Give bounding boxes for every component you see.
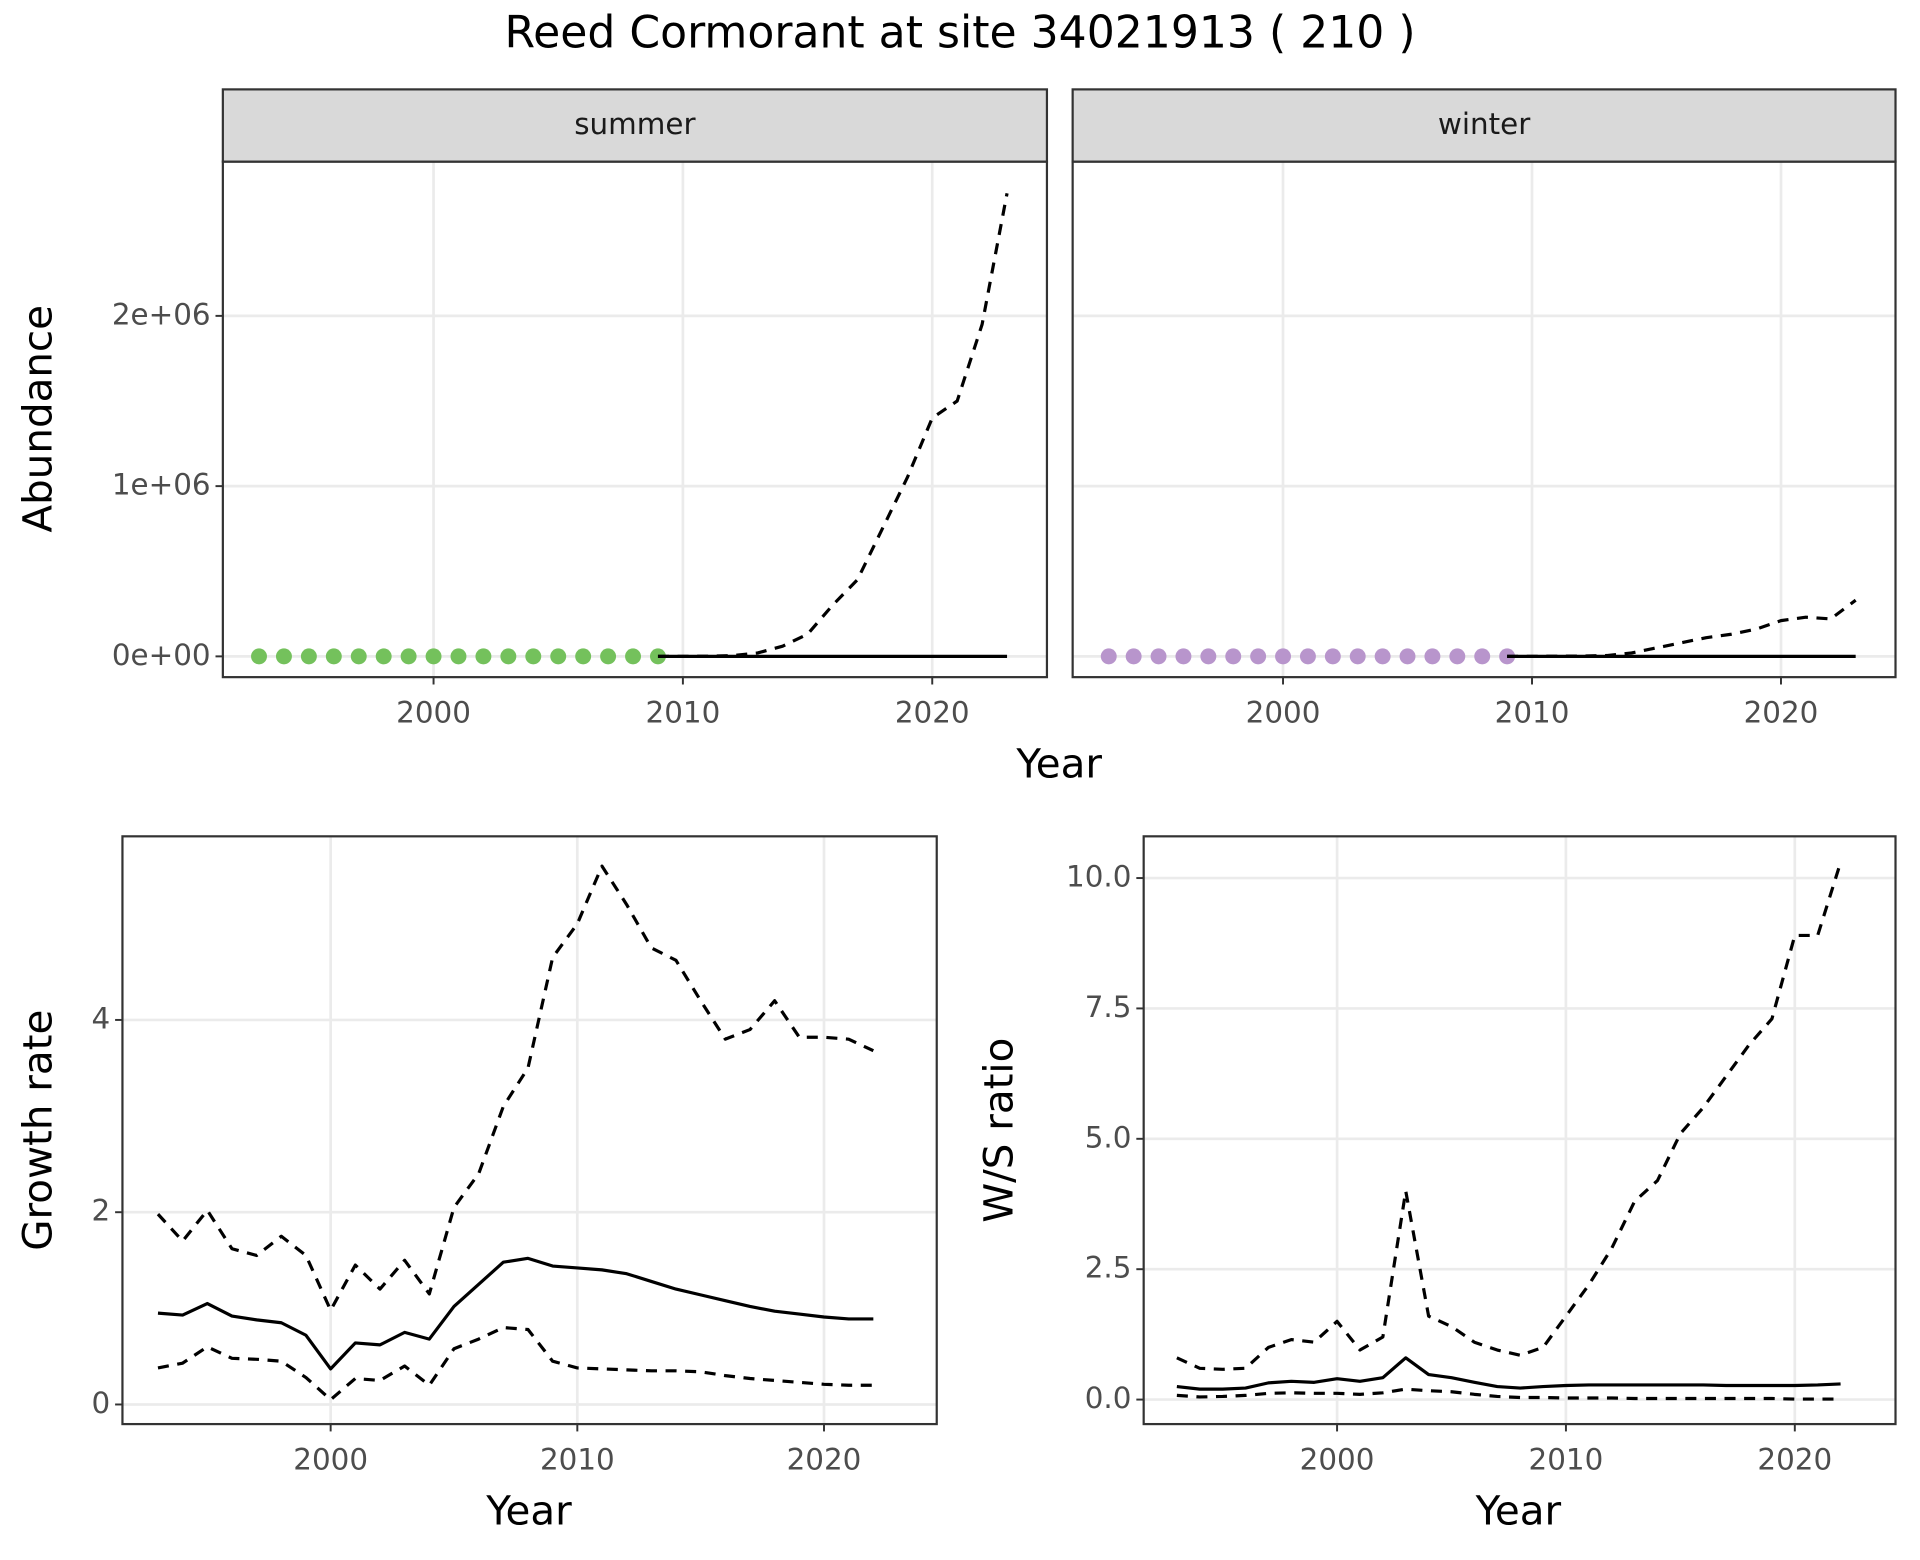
data-point xyxy=(450,648,467,665)
x-tick-label: 2020 xyxy=(895,695,970,729)
y-tick-label: 0 xyxy=(92,1386,111,1420)
data-point xyxy=(350,648,367,665)
y-tick-label: 2e+06 xyxy=(112,297,211,331)
data-point xyxy=(525,648,542,665)
data-point xyxy=(550,648,567,665)
data-point xyxy=(300,648,317,665)
data-point xyxy=(1449,648,1466,665)
x-tick-label: 2000 xyxy=(1300,1442,1375,1476)
dashed-line xyxy=(1176,1387,1841,1401)
data-point xyxy=(625,648,641,665)
x-tick-label: 2010 xyxy=(540,1442,615,1476)
panel-background xyxy=(222,161,1047,678)
data-point xyxy=(1349,648,1366,665)
data-point xyxy=(1499,648,1516,665)
data-point xyxy=(1474,648,1491,665)
x-tick-label: 2020 xyxy=(787,1442,862,1476)
data-point xyxy=(1275,648,1291,665)
dashed-line xyxy=(1176,861,1843,1371)
data-point xyxy=(1100,648,1117,665)
data-point xyxy=(325,648,342,665)
data-point xyxy=(575,648,592,665)
data-point xyxy=(1225,648,1242,665)
data-point xyxy=(1250,648,1267,665)
data-point xyxy=(1399,648,1416,665)
panel-border xyxy=(1142,835,1897,1426)
y-tick-label: 7.5 xyxy=(1085,990,1132,1024)
x-tick-label: 2020 xyxy=(1744,695,1819,729)
facet-label: summer xyxy=(574,107,696,141)
dashed-line xyxy=(1507,598,1857,658)
x-axis-title: Year xyxy=(1475,1486,1562,1534)
x-tick-label: 2010 xyxy=(646,695,721,729)
data-point xyxy=(1200,648,1217,665)
y-tick-label: 2 xyxy=(92,1194,111,1228)
data-point xyxy=(1374,648,1391,665)
data-point xyxy=(1424,648,1441,665)
data-point xyxy=(400,648,417,665)
data-point xyxy=(500,648,517,665)
data-point xyxy=(1175,648,1192,665)
panel-background xyxy=(1143,836,1896,1425)
y-tick-label: 0.0 xyxy=(1085,1381,1132,1415)
x-tick-label: 2020 xyxy=(1757,1442,1832,1476)
x-tick-label: 2000 xyxy=(1246,695,1321,729)
facet-strip xyxy=(221,88,1049,163)
y-tick-label: 1e+06 xyxy=(112,468,211,502)
x-tick-label: 2000 xyxy=(293,1442,368,1476)
y-tick-label: 2.5 xyxy=(1085,1251,1132,1285)
y-axis-title: W/S ratio xyxy=(975,1038,1023,1223)
y-tick-label: 10.0 xyxy=(1066,860,1131,894)
data-point xyxy=(251,648,267,665)
data-point xyxy=(1150,648,1167,665)
figure-title: Reed Cormorant at site 34021913 ( 210 ) xyxy=(504,8,1415,59)
facet-label: winter xyxy=(1438,107,1531,141)
data-point xyxy=(475,648,492,665)
y-axis-title: Abundance xyxy=(13,305,61,533)
data-point xyxy=(1299,648,1316,665)
x-tick-label: 2000 xyxy=(396,695,471,729)
panel-background xyxy=(1072,161,1896,678)
solid-line xyxy=(157,1256,874,1371)
solid-line xyxy=(1176,1356,1841,1391)
panel-border xyxy=(121,835,938,1426)
data-point xyxy=(600,648,617,665)
y-axis-title: Growth rate xyxy=(13,1010,61,1251)
x-tick-label: 2010 xyxy=(1495,695,1570,729)
facet-strip xyxy=(1071,88,1897,163)
x-axis-title: Year xyxy=(1015,740,1102,788)
y-tick-label: 0e+00 xyxy=(112,638,211,672)
data-point xyxy=(1125,648,1142,665)
x-tick-label: 2010 xyxy=(1529,1442,1604,1476)
data-point xyxy=(275,648,292,665)
data-point xyxy=(375,648,392,665)
panel-background xyxy=(122,836,937,1425)
data-point xyxy=(1324,648,1341,665)
data-point xyxy=(425,648,442,665)
y-tick-label: 5.0 xyxy=(1085,1120,1132,1154)
y-tick-label: 4 xyxy=(92,1001,111,1035)
x-axis-title: Year xyxy=(485,1486,572,1534)
dashed-line xyxy=(157,1325,874,1402)
